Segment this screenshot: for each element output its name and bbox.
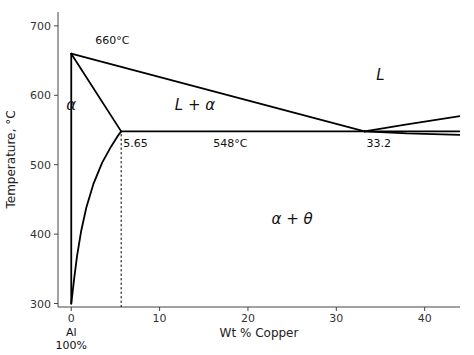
y-tick-label: 600 <box>30 89 51 102</box>
x-tick-label: 10 <box>153 312 167 325</box>
plot-area <box>71 54 460 307</box>
phase-line <box>365 116 460 131</box>
annotation: L <box>376 66 384 84</box>
y-tick-label: 300 <box>30 298 51 311</box>
x-tick <box>159 307 160 311</box>
y-tick-label: 500 <box>30 159 51 172</box>
x-tick <box>71 307 72 311</box>
phase-line <box>70 54 72 304</box>
phase-line <box>71 131 121 303</box>
x-tick <box>424 307 425 311</box>
annotation: 33.2 <box>367 137 392 150</box>
annotation: 5.65 <box>123 137 147 150</box>
phase-line <box>121 131 122 307</box>
x-axis <box>58 307 460 308</box>
x-tick-label: 40 <box>418 312 432 325</box>
x-tick-label: 20 <box>241 312 255 325</box>
y-tick <box>54 95 58 96</box>
annotation: 548°C <box>213 137 247 150</box>
x-tick-label: 0 <box>68 312 75 325</box>
x-tick <box>336 307 337 311</box>
x-axis-label: Wt % Copper <box>220 326 299 340</box>
y-tick <box>54 234 58 235</box>
chart: 0 10 20 30 40 300 400 500 600 700 Temperature, °C W… <box>0 0 474 355</box>
phase-line <box>365 131 460 134</box>
annotation: 660°C <box>95 34 129 47</box>
x-tick-label: 30 <box>329 312 343 325</box>
annotation: α + θ <box>272 210 313 228</box>
y-tick <box>54 25 58 26</box>
annotation: Al100% <box>56 326 87 352</box>
annotation: α <box>66 96 76 114</box>
phase-line <box>121 130 364 132</box>
x-tick <box>247 307 248 311</box>
y-axis-label: Temperature, °C <box>4 110 18 209</box>
phase-line <box>71 54 364 132</box>
annotation: L + α <box>175 96 215 114</box>
y-tick <box>54 164 58 165</box>
y-axis <box>58 12 59 307</box>
y-tick <box>54 303 58 304</box>
y-tick-label: 400 <box>30 228 51 241</box>
phase-line <box>365 130 460 132</box>
y-tick-label: 700 <box>30 20 51 33</box>
